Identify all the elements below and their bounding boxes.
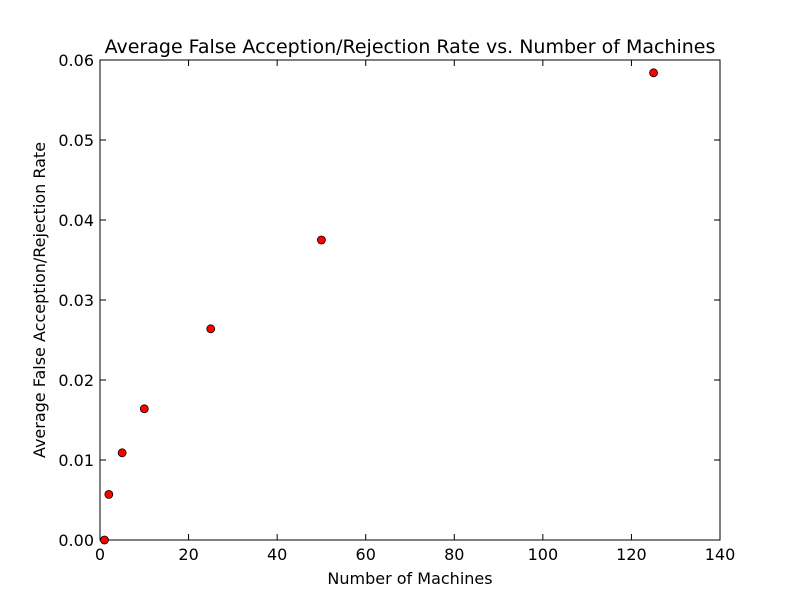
y-axis-label: Average False Acception/Rejection Rate xyxy=(30,142,49,458)
x-axis-label: Number of Machines xyxy=(327,569,492,588)
x-tick-label: 140 xyxy=(705,545,736,564)
data-point xyxy=(118,449,126,457)
data-point xyxy=(650,69,658,77)
x-tick-label: 20 xyxy=(178,545,198,564)
y-tick-label: 0.01 xyxy=(58,451,94,470)
y-tick-label: 0.00 xyxy=(58,531,94,550)
data-point xyxy=(317,236,325,244)
x-tick-label: 100 xyxy=(528,545,559,564)
y-tick-label: 0.05 xyxy=(58,131,94,150)
data-point xyxy=(100,536,108,544)
x-tick-label: 80 xyxy=(444,545,464,564)
plot-frame xyxy=(100,60,720,540)
y-tick-label: 0.04 xyxy=(58,211,94,230)
y-tick-label: 0.02 xyxy=(58,371,94,390)
y-tick-label: 0.03 xyxy=(58,291,94,310)
x-tick-label: 60 xyxy=(356,545,376,564)
chart-title: Average False Acception/Rejection Rate v… xyxy=(105,36,716,58)
x-tick-label: 120 xyxy=(616,545,647,564)
plot-area xyxy=(100,60,720,540)
x-tick-label: 40 xyxy=(267,545,287,564)
x-tick-label: 0 xyxy=(95,545,105,564)
data-point xyxy=(140,405,148,413)
data-point xyxy=(105,490,113,498)
y-tick-label: 0.06 xyxy=(58,51,94,70)
data-point xyxy=(207,325,215,333)
